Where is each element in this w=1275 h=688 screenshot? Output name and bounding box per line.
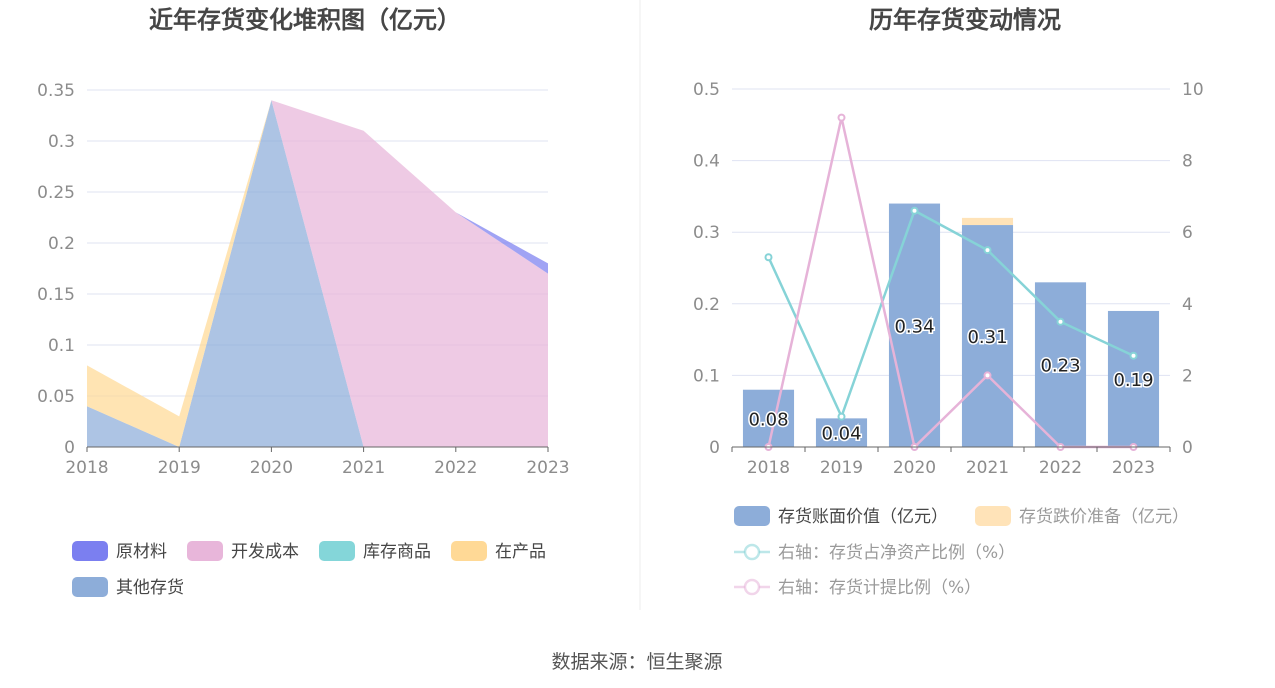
right-y2-tick-label: 0 [1182, 438, 1193, 458]
right-x-tick-label: 2020 [893, 458, 936, 478]
right-x-tick-label: 2019 [820, 458, 863, 478]
right-x-tick-label: 2021 [966, 458, 1009, 478]
data-source: 数据来源：恒生聚源 [551, 651, 722, 673]
bar-book-value [961, 225, 1014, 447]
left-chart-title: 近年存货变化堆积图（亿元） [149, 6, 461, 34]
point-line_provision [837, 113, 846, 122]
left-areas [87, 100, 548, 447]
bar-book-value [742, 389, 795, 447]
left-x-tick-label: 2021 [342, 458, 385, 478]
bar-impairment [961, 217, 1014, 226]
right-y-tick-label: 0 [709, 438, 720, 458]
legend-label-book-value: 存货账面价值（亿元） [778, 507, 948, 527]
right-y2-tick-label: 8 [1182, 152, 1193, 172]
bar-value-label: 0.19 [1113, 370, 1153, 391]
bar-book-value [888, 203, 941, 447]
left-x-tick-label: 2019 [158, 458, 201, 478]
legend-marker-line_net_asset [743, 543, 761, 561]
point-line_net_asset [1129, 351, 1138, 360]
right-y2-tick-label: 10 [1182, 80, 1204, 100]
legend-label-dev_cost: 开发成本 [231, 542, 299, 562]
point-line_provision [983, 371, 992, 380]
left-y-tick-label: 0.1 [48, 336, 75, 356]
left-x-tick-label: 2022 [434, 458, 477, 478]
point-line_net_asset [910, 206, 919, 215]
right-y-tick-label: 0.3 [693, 223, 720, 243]
bar-book-value [815, 418, 868, 447]
bar-value-label: 0.23 [1040, 356, 1080, 377]
right-y-tick-label: 0.2 [693, 295, 720, 315]
right-x-tick-label: 2022 [1039, 458, 1082, 478]
right-chart-title: 历年存货变动情况 [869, 6, 1061, 34]
bar-value-label: 0.04 [821, 424, 861, 445]
legend-swatch-dev_cost [187, 541, 223, 561]
right-y2-tick-label: 6 [1182, 223, 1193, 243]
bar-book-value [1107, 310, 1160, 447]
bar-book-value [1034, 282, 1087, 447]
left-axes: 0 0.05 0.1 0.15 0.2 0.25 0.3 0.35 2018 2019 2020 20… [37, 81, 569, 478]
point-line_net_asset [764, 253, 773, 262]
legend-label-line_provision: 右轴：存货计提比例（%） [778, 578, 981, 598]
legend-swatch-stock_goods [319, 541, 355, 561]
left-x-tick-label: 2020 [250, 458, 293, 478]
left-x-tick-label: 2018 [65, 458, 108, 478]
point-line_net_asset [837, 412, 846, 421]
right-axes: 0 0.1 0.2 0.3 0.4 0.5 0 2 4 6 8 10 2018 2019 2020 2021 2… [693, 80, 1204, 478]
left-y-tick-label: 0.35 [37, 81, 75, 101]
right-x-tick-label: 2023 [1112, 458, 1155, 478]
left-y-tick-label: 0 [64, 438, 75, 458]
point-line_net_asset [1056, 317, 1065, 326]
right-bars [742, 203, 1160, 447]
legend-swatch-other [72, 577, 108, 597]
left-y-tick-label: 0.05 [37, 387, 75, 407]
right-grid [732, 88, 1170, 376]
legend-label-raw_material: 原材料 [116, 542, 167, 562]
bar-value-label: 0.34 [894, 316, 934, 337]
area-dev_cost [87, 100, 548, 447]
left-y-tick-label: 0.3 [48, 132, 75, 152]
right-y2-tick-label: 2 [1182, 366, 1193, 386]
legend-marker-line_provision [743, 578, 761, 596]
legend-label-stock_goods: 库存商品 [363, 542, 431, 562]
area-wip [87, 100, 548, 447]
right-y-tick-label: 0.1 [693, 366, 720, 386]
left-y-tick-label: 0.15 [37, 285, 75, 305]
right-legend: 存货账面价值（亿元） 存货跌价准备（亿元）右轴：存货占净资产比例（%） 右轴：存货计… [734, 506, 1189, 598]
legend-label-impairment: 存货跌价准备（亿元） [1019, 507, 1189, 527]
right-y2-tick-label: 4 [1182, 295, 1193, 315]
bar-line-chart: 历年存货变动情况 0.080.040.340.310.230.19 00.10.… [693, 6, 1204, 598]
bar-value-label: 0.08 [748, 409, 788, 430]
right-y-tick-label: 0.4 [693, 152, 720, 172]
bar-value-label: 0.31 [967, 327, 1007, 348]
legend-swatch-book-value [734, 506, 770, 526]
legend-label-wip: 在产品 [495, 542, 546, 562]
legend-label-line_net_asset: 右轴：存货占净资产比例（%） [778, 543, 1015, 563]
point-line_net_asset [983, 246, 992, 255]
right-y-tick-label: 0.5 [693, 80, 720, 100]
right-bar-labels: 0.08 0.04 0.34 0.31 0.23 0.19 [747, 315, 1155, 446]
right-x-tick-label: 2018 [747, 458, 790, 478]
line-line_net_asset [767, 208, 1135, 420]
left-x-tick-label: 2023 [526, 458, 569, 478]
legend-swatch-raw_material [72, 541, 108, 561]
legend-swatch-impairment [975, 506, 1011, 526]
left-y-tick-label: 0.2 [48, 234, 75, 254]
left-y-tick-label: 0.25 [37, 183, 75, 203]
legend-swatch-wip [451, 541, 487, 561]
legend-label-other: 其他存货 [116, 578, 184, 598]
stacked-area-chart: 近年存货变化堆积图（亿元） 0 0.05 0.1 0.15 0.2 0.25 0.3 0.35… [37, 6, 569, 598]
